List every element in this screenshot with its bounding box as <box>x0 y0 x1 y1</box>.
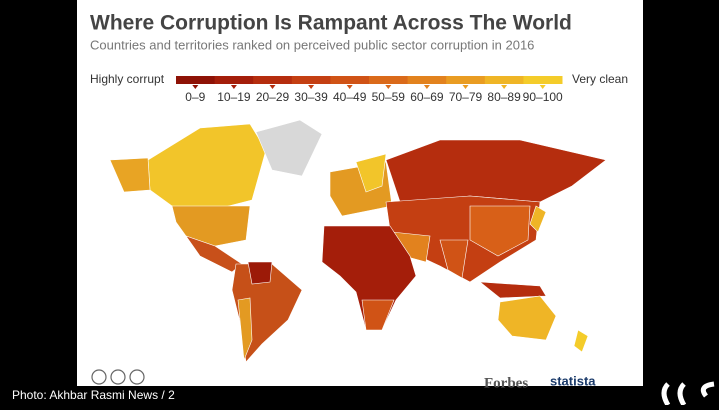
corner-logo <box>661 381 715 407</box>
publisher: Forbes <box>484 375 528 391</box>
legend-bin-label: 0–9 <box>185 90 205 104</box>
license-icons <box>91 369 145 385</box>
source-logo: statista <box>550 373 596 388</box>
legend-swatch <box>253 76 293 84</box>
title: Where Corruption Is Rampant Across The W… <box>90 12 572 35</box>
legend-bin-label: 70–79 <box>449 90 483 104</box>
legend-bin-label: 90–100 <box>523 90 563 104</box>
legend-bin-label: 50–59 <box>372 90 406 104</box>
legend-swatch <box>330 76 370 84</box>
subtitle: Countries and territories ranked on perc… <box>90 37 534 52</box>
legend-bin-label: 10–19 <box>217 90 251 104</box>
legend-tick <box>539 85 546 89</box>
legend-tick <box>385 85 392 89</box>
legend-swatch <box>446 76 486 84</box>
new-zealand <box>573 329 589 353</box>
china <box>469 205 531 257</box>
legend-bin-label: 40–49 <box>333 90 367 104</box>
canada <box>147 123 267 213</box>
legend-swatch <box>176 76 216 84</box>
southern-africa <box>361 299 395 331</box>
venezuela <box>247 261 273 285</box>
australia <box>497 295 557 341</box>
legend-tick <box>462 85 469 89</box>
legend-tick <box>346 85 353 89</box>
legend-bin-label: 60–69 <box>410 90 444 104</box>
caption: Photo: Akhbar Rasmi News / 2 <box>12 388 175 402</box>
greenland <box>255 119 323 177</box>
legend-bar: 0–9 10–19 20–29 30–39 40–49 50–59 60–69 70–79 80… <box>176 76 563 104</box>
world-map <box>109 119 607 363</box>
japan <box>529 205 547 233</box>
legend-swatch <box>523 76 563 84</box>
legend-tick <box>230 85 237 89</box>
india <box>439 239 469 279</box>
legend-swatch <box>291 76 331 84</box>
legend-tick <box>192 85 199 89</box>
legend-bin-label: 80–89 <box>487 90 521 104</box>
chile <box>237 297 253 361</box>
legend-swatch <box>214 76 254 84</box>
legend-low: Highly corrupt <box>90 72 165 86</box>
legend-tick <box>269 85 276 89</box>
legend-tick <box>501 85 508 89</box>
se-asia-islands <box>479 281 547 299</box>
alaska <box>109 157 151 193</box>
scandinavia <box>355 153 387 193</box>
legend-tick <box>308 85 315 89</box>
legend-tick <box>423 85 430 89</box>
legend-swatch <box>407 76 447 84</box>
legend-bin-label: 30–39 <box>294 90 328 104</box>
legend-high: Very clean <box>572 72 628 86</box>
legend-bin-label: 20–29 <box>256 90 290 104</box>
legend-swatch <box>484 76 524 84</box>
legend-swatch <box>369 76 409 84</box>
